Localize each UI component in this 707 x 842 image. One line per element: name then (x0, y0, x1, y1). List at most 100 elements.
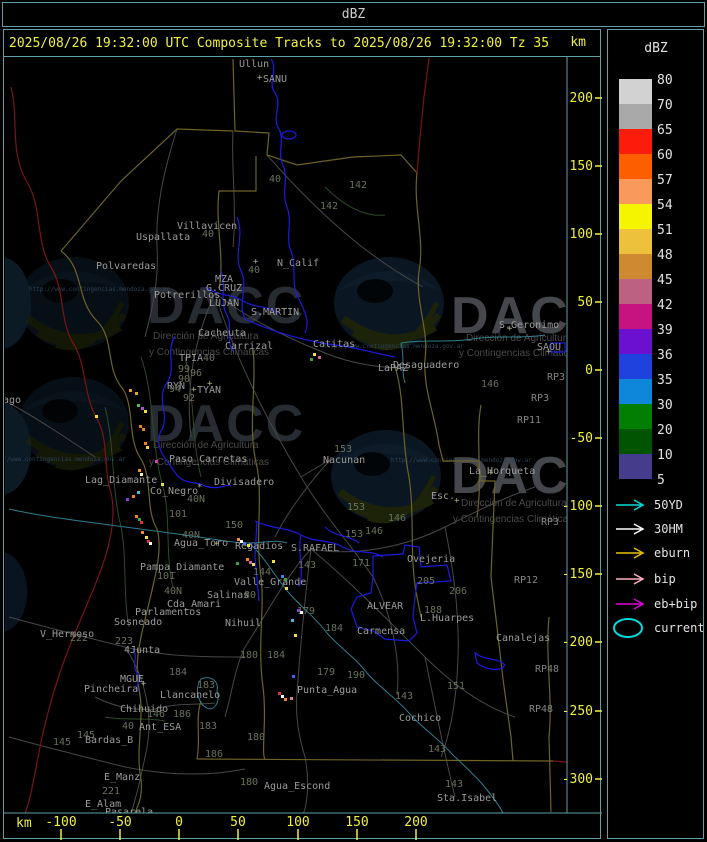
storm-cell (135, 515, 138, 518)
x-tick-label: -50 (108, 815, 131, 830)
watermark-line1: Dirección de Agricultura (466, 333, 567, 344)
map-label: Lag_Diamante (85, 475, 157, 486)
map-label: Sosneado (114, 617, 162, 628)
map-label: Carrizal (225, 341, 273, 352)
colorbar-label: 70 (657, 98, 673, 113)
map-label: RP3 (541, 517, 559, 528)
station-marker: + (507, 324, 513, 334)
storm-cell (292, 675, 295, 678)
map-label: 40N (182, 530, 200, 541)
colorbar-label: 48 (657, 248, 673, 263)
map-label: S.RAFAEL (291, 543, 339, 554)
map-label: N_Calif (277, 258, 319, 269)
map-label: Paso_Carretas (169, 454, 247, 465)
storm-cell (161, 483, 164, 486)
watermark-brand: DACC (147, 395, 305, 453)
storm-cell (291, 619, 294, 622)
storm-cell (252, 563, 255, 566)
map-label: 180 (240, 777, 258, 788)
contour-lines (104, 186, 386, 722)
storm-cell (281, 575, 284, 578)
storm-cell (294, 634, 297, 637)
colorbar-label: 57 (657, 173, 673, 188)
storm-cell (155, 460, 158, 463)
legend-arrowhead-icon (633, 547, 645, 559)
station-marker: + (207, 379, 213, 389)
station-marker: + (488, 468, 494, 478)
map-label: 171 (352, 558, 370, 569)
map-label: Nacunan (323, 455, 365, 466)
map-label: 190 (347, 670, 365, 681)
map-label: 145 (53, 737, 71, 748)
storm-cell (142, 428, 145, 431)
station-marker: + (191, 385, 197, 395)
storm-cell (284, 578, 287, 581)
legend-item-current: current (613, 618, 703, 638)
colorbar-block (619, 229, 652, 254)
map-label: 40 (248, 265, 260, 276)
colorbar-block (619, 254, 652, 279)
map-label: 222 (70, 633, 88, 644)
storm-cell (318, 356, 321, 359)
storm-cell (137, 404, 140, 407)
map-label: 146 (481, 379, 499, 390)
map-label: 94 (169, 384, 181, 395)
x-tick-label: 200 (404, 815, 427, 830)
map-label: 146 (147, 709, 165, 720)
map-label: 183 (199, 721, 217, 732)
map-label: 40 (269, 174, 281, 185)
colorbar-block (619, 104, 652, 129)
storm-cell (240, 540, 243, 543)
map-label: Villavicen (177, 221, 237, 232)
y-tick-label: 200 (570, 91, 593, 106)
colorbar-block (619, 304, 652, 329)
map-label: Sta.Isabel (437, 793, 497, 804)
map-label: 206 (449, 586, 467, 597)
storm-cell (135, 392, 138, 395)
map-label: 180 (240, 650, 258, 661)
map-label: RP48 (529, 704, 553, 715)
radar-map-canvas: DACC Dirección de Agricultura y Contingenc… (5, 57, 567, 813)
map-label: TPIA (179, 353, 203, 364)
storm-cell (278, 692, 281, 695)
watermark-line1: Dirección de Agricultura (153, 331, 259, 342)
map-label: 143 (395, 691, 413, 702)
map-label: 146 (388, 513, 406, 524)
legend-item-eb-bip: eb+bip (616, 597, 697, 611)
storm-cell (139, 425, 142, 428)
map-label: RYN (167, 381, 185, 392)
colorbar-label: 10 (657, 448, 673, 463)
river-lines-secondary (8, 334, 546, 813)
map-label: 184 (325, 623, 343, 634)
map-label: Pincheira (84, 684, 138, 695)
map-label: ALVEAR (367, 601, 404, 612)
map-label: MGUE (120, 674, 144, 685)
legend-arrowhead-icon (633, 573, 645, 585)
y-tick-label: 100 (570, 227, 593, 242)
watermark-line2: y Contingencias Climáticas (149, 457, 269, 468)
station-marker: + (546, 347, 552, 357)
map-label: RP11 (517, 415, 541, 426)
map-label: Nihuil (225, 618, 261, 629)
dbz-colorbar: 80 70 65 60 57 54 51 48 45 42 39 36 35 30 20 10 5 (619, 73, 673, 488)
storm-cell (247, 544, 250, 547)
storm-cell (145, 536, 148, 539)
title-bar: dBZ (2, 2, 705, 27)
watermark-line2: y Contingencias Climáticas (149, 347, 269, 358)
colorbar-label: 45 (657, 273, 673, 288)
storm-cell (140, 473, 143, 476)
map-label: LaPAZ (378, 363, 408, 374)
colorbar-label: 36 (657, 348, 673, 363)
map-label: Llancanelo (160, 690, 220, 701)
storm-cell (95, 415, 98, 418)
map-label: Cochico (399, 713, 441, 724)
map-label: 186 (205, 749, 223, 760)
map-label: 183 (197, 680, 215, 691)
colorbar-block (619, 329, 652, 354)
map-label: 146 (365, 526, 383, 537)
colorbar-label: 42 (657, 298, 673, 313)
colorbar-label: 39 (657, 323, 673, 338)
colorbar-label: 30 (657, 398, 673, 413)
watermark-url: http://www.contingencias.mendoza.gov.ar (29, 286, 170, 293)
